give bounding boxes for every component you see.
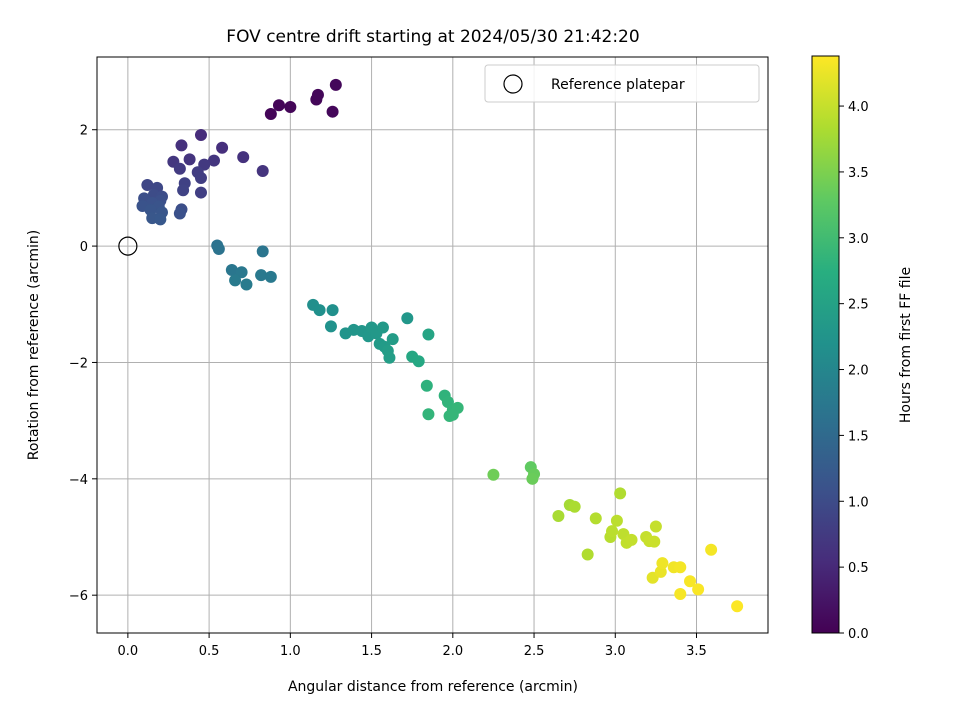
data-point [589,512,602,525]
data-point [386,333,399,346]
data-point [212,243,225,255]
colorbar-tick-label: 0.5 [848,561,869,576]
data-point [674,561,687,574]
colorbar-gradient [811,55,840,634]
data-point [225,263,238,276]
data-point [614,487,627,500]
x-tick-label: 1.5 [361,644,382,659]
colorbar-ticks: 0.0 0.5 1.0 1.5 2.0 2.5 3.0 3.5 4.0 [839,100,869,642]
data-point [313,304,326,317]
x-tick-label: 2.0 [442,644,463,659]
data-point [684,575,697,588]
data-point [376,321,389,334]
colorbar-tick-label: 0.0 [848,627,869,642]
data-point [194,172,207,185]
data-point [207,154,220,167]
x-tick-label: 3.5 [686,644,707,659]
y-tick-label: −2 [69,356,88,371]
data-point [326,304,339,317]
y-tick-label: 0 [80,240,88,255]
data-point [526,472,539,485]
data-point [692,583,705,596]
data-point [674,588,687,601]
reference-point-marker [118,236,138,256]
legend-box [484,64,760,103]
data-point [256,245,269,258]
colorbar-tick-label: 4.0 [848,100,869,115]
y-axis-ticks: 2 0 −2 −4 −6 [69,124,97,604]
data-point [625,533,638,546]
legend: Reference platepar [484,64,760,103]
x-axis-ticks: 0.0 0.5 1.0 1.5 2.0 2.5 3.0 3.5 [118,633,707,659]
data-point [383,351,396,364]
data-point [610,514,623,527]
data-point [173,162,186,175]
data-point [422,328,435,341]
data-point [177,184,190,197]
data-point [183,153,196,166]
chart-title: FOV centre drift starting at 2024/05/30 … [226,27,639,47]
data-point [141,179,154,191]
data-point [229,274,242,287]
colorbar-tick-label: 1.0 [848,495,869,510]
data-point [705,543,718,556]
data-point [311,88,324,101]
data-point [606,525,619,538]
y-axis-label: Rotation from reference (arcmin) [26,230,42,460]
data-point [656,557,669,570]
x-axis-label: Angular distance from reference (arcmin) [288,679,578,695]
data-point [237,151,250,164]
data-point [326,105,339,118]
data-point [194,128,207,141]
y-tick-label: −4 [69,473,88,488]
data-point [235,266,248,279]
data-point [420,379,433,392]
colorbar: 0.0 0.5 1.0 1.5 2.0 2.5 3.0 3.5 4.0 Hours from f… [811,55,914,642]
x-tick-label: 1.0 [280,644,301,659]
colorbar-tick-label: 2.0 [848,364,869,379]
data-point [194,186,207,199]
data-point [284,101,297,114]
grid [97,57,768,633]
x-tick-label: 0.0 [118,644,139,659]
data-point [272,99,285,112]
data-point [581,548,594,561]
data-point [264,108,277,121]
scatter-points [136,78,744,613]
x-tick-label: 0.5 [199,644,220,659]
data-point [216,141,229,154]
data-point [240,278,253,291]
colorbar-tick-label: 1.5 [848,429,869,444]
data-point [175,139,188,152]
data-point [731,600,744,613]
data-point [173,207,186,220]
y-tick-label: 2 [80,124,88,139]
data-point [154,213,167,226]
x-tick-label: 2.5 [524,644,545,659]
data-point [446,408,459,421]
data-point [552,510,565,523]
data-point [649,520,662,533]
data-point [255,269,268,282]
data-point [256,165,269,178]
data-point [487,468,500,481]
data-point [324,320,337,333]
data-point [329,78,342,91]
y-tick-label: −6 [69,589,88,604]
colorbar-tick-label: 3.5 [848,166,869,181]
legend-marker [503,74,523,94]
colorbar-label: Hours from first FF file [898,267,914,423]
colorbar-tick-label: 2.5 [848,298,869,313]
data-point [648,535,661,548]
colorbar-tick-label: 3.0 [848,232,869,247]
data-point [412,355,425,368]
data-point [264,270,277,283]
legend-label: Reference platepar [551,77,685,93]
data-point [422,408,435,421]
data-point [401,312,414,325]
x-tick-label: 3.0 [605,644,626,659]
plot-frame [96,56,769,634]
data-point [568,500,581,513]
